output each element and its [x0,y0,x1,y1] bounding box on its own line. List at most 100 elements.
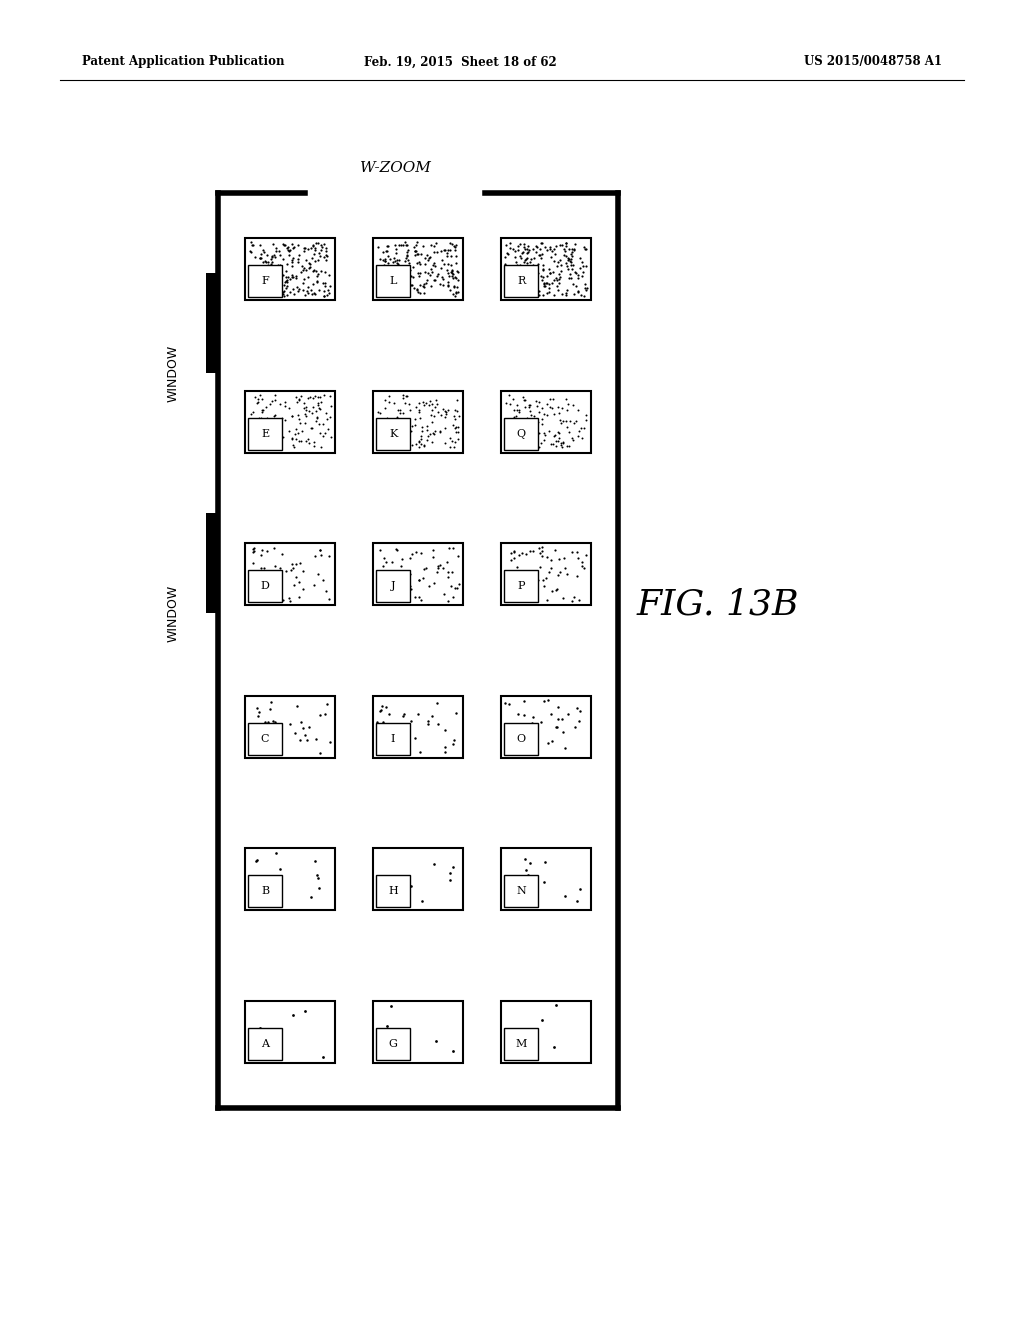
Point [379,407,395,428]
Point [280,276,296,297]
Point [527,242,544,263]
Point [532,543,549,564]
Point [553,260,569,281]
Point [246,541,262,562]
Point [254,257,270,279]
Point [552,409,568,430]
Point [420,710,436,731]
Point [373,438,389,459]
Point [307,232,324,253]
Point [439,272,456,293]
Point [371,570,387,591]
Point [257,413,273,434]
Point [502,260,518,281]
Point [536,255,552,276]
Point [376,409,392,430]
Point [433,404,450,425]
Point [257,275,273,296]
Point [551,273,567,294]
Point [296,413,312,434]
Point [254,239,270,260]
Point [441,232,458,253]
Point [295,280,311,301]
Point [380,433,396,454]
Point [440,562,457,583]
Point [402,875,419,896]
Point [579,277,595,298]
Point [439,239,456,260]
Point [397,393,414,414]
Point [378,697,394,718]
Point [559,280,575,301]
Point [294,420,310,441]
Point [528,414,545,436]
Point [292,412,308,433]
Point [284,428,300,449]
Point [542,562,558,583]
Bar [245,544,335,606]
Point [300,238,316,259]
Point [267,711,284,733]
Point [443,263,460,284]
Point [569,541,586,562]
Point [536,690,552,711]
Point [387,285,403,306]
Point [318,238,335,259]
Point [252,256,268,277]
Point [552,432,568,453]
Point [290,248,306,269]
Point [566,413,583,434]
Point [537,236,553,257]
Point [428,232,444,253]
Point [444,260,461,281]
Point [287,424,303,445]
Point [377,251,393,272]
Point [574,428,591,449]
Point [376,422,392,444]
Point [316,276,333,297]
Point [276,272,293,293]
Point [437,719,454,741]
Point [523,282,540,304]
Point [425,255,441,276]
Point [394,256,411,277]
Point [546,285,562,306]
Point [409,280,425,301]
Point [298,399,314,420]
Point [263,425,280,446]
Point [423,405,439,426]
Point [516,389,532,411]
Point [252,1018,268,1039]
Point [564,246,581,267]
Point [315,285,332,306]
Point [505,279,521,300]
Point [560,238,577,259]
Point [549,276,565,297]
Point [450,281,466,302]
Point [321,282,337,304]
Point [257,432,273,453]
Point [432,273,449,294]
Point [520,738,537,759]
Point [422,424,438,445]
Point [445,277,462,298]
Point [447,252,464,273]
Point [372,701,388,722]
Point [551,268,567,289]
Point [401,884,418,906]
Point [394,721,411,742]
Point [254,540,270,561]
Point [426,424,442,445]
Point [373,416,389,437]
Point [408,397,424,418]
Text: WINDOW: WINDOW [167,345,179,401]
Point [387,418,403,440]
Point [282,268,298,289]
Point [577,277,593,298]
Point [311,742,328,763]
Point [393,234,410,255]
Point [527,414,544,436]
Point [407,727,423,748]
Point [556,244,572,265]
Point [397,232,414,253]
